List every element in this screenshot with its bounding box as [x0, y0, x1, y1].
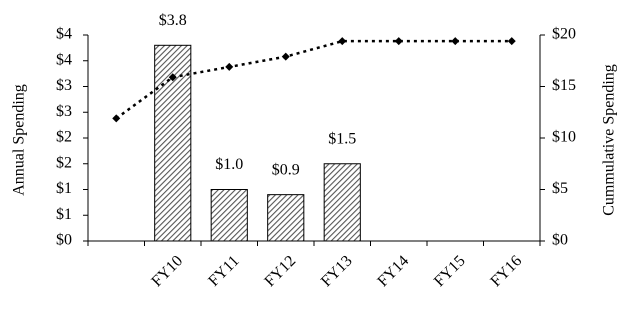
y2-tick-label: $5: [552, 180, 568, 197]
data-label: $1.0: [215, 156, 243, 173]
x-tick-label: FY16: [487, 252, 525, 290]
x-tick-label: FY14: [374, 252, 412, 290]
x-tick-label: FY11: [205, 252, 242, 289]
marker: [168, 73, 177, 82]
data-label: $0.9: [272, 161, 300, 178]
x-tick-label: FY12: [261, 252, 299, 290]
data-label: $3.8: [159, 12, 187, 29]
y2-axis-title: Cummulative Spending: [601, 64, 618, 216]
marker: [394, 37, 403, 46]
bar: [267, 194, 305, 242]
y-axis-title: Annual Spending: [11, 84, 28, 196]
y-tick-label: $0: [56, 232, 72, 249]
y-tick-label: $4: [56, 26, 72, 43]
y-tick-label: $3: [56, 103, 72, 120]
y-tick-label: $1: [56, 206, 72, 223]
x-tick-label: FY10: [148, 252, 186, 290]
x-tick-label: FY15: [431, 252, 469, 290]
data-label: $1.5: [328, 130, 356, 147]
y2-tick-label: $15: [552, 77, 576, 94]
marker: [225, 62, 234, 71]
y2-tick-label: $0: [552, 232, 568, 249]
x-tick-label: FY13: [318, 252, 356, 290]
y-tick-label: $3: [56, 77, 72, 94]
y2-tick-label: $10: [552, 129, 576, 146]
bar: [323, 163, 361, 242]
marker: [338, 37, 347, 46]
y-tick-label: $4: [56, 51, 72, 68]
y-tick-label: $2: [56, 154, 72, 171]
y2-tick-label: $20: [552, 26, 576, 43]
y-tick-label: $1: [56, 180, 72, 197]
line: [115, 39, 512, 120]
bar: [210, 189, 248, 242]
marker: [507, 37, 516, 46]
marker: [451, 37, 460, 46]
marker: [112, 114, 121, 123]
y-tick-label: $2: [56, 129, 72, 146]
marker: [281, 52, 290, 61]
